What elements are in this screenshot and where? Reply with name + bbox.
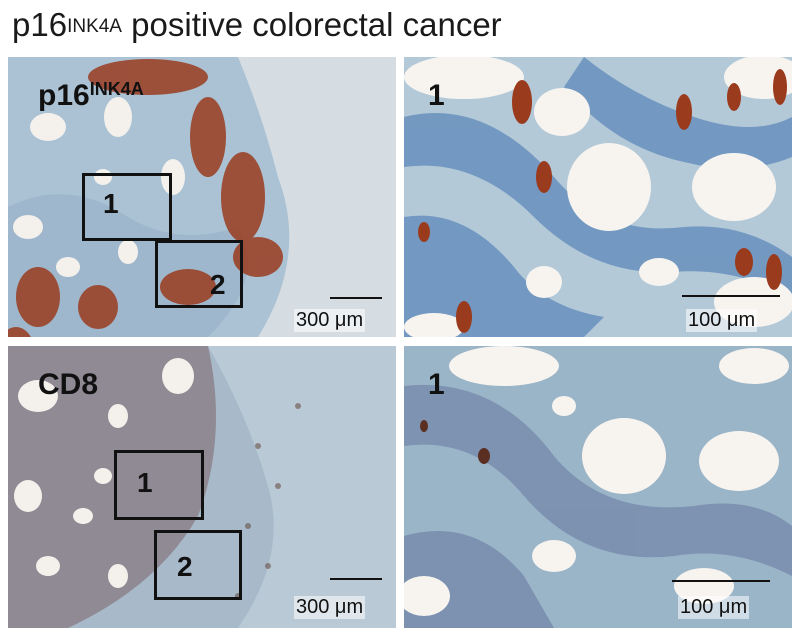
- scale-bar: [672, 580, 770, 582]
- panel-cd8-overview: CD8 1 2 300 μm: [8, 346, 396, 628]
- roi-label-1: 1: [103, 188, 119, 219]
- panel-p16-zoom-1: 1 100 μm: [404, 57, 792, 337]
- cd8-overview-image: [8, 346, 396, 628]
- roi-box-1: 1: [114, 450, 204, 520]
- scale-label: 100 μm: [686, 309, 758, 332]
- roi-label-1: 1: [137, 467, 153, 498]
- scale-label: 300 μm: [294, 596, 366, 619]
- panel-label-cd8: CD8: [38, 368, 99, 401]
- p16-overview-image: [8, 57, 396, 337]
- scale-bar: [330, 578, 382, 580]
- panel-label-p16: p16INK4A: [38, 79, 144, 112]
- panel-cd8-zoom-1: 1 100 μm: [404, 346, 792, 628]
- panel-label-zoom-1: 1: [428, 368, 445, 401]
- scale-label: 100 μm: [678, 596, 750, 619]
- p16-zoom-image: [404, 57, 792, 337]
- roi-box-1: 1: [82, 173, 172, 241]
- cd8-zoom-image: [404, 346, 792, 628]
- roi-box-2: 2: [155, 240, 243, 308]
- scale-label: 300 μm: [294, 309, 366, 332]
- panel-p16-overview: p16INK4A 1 2 300 μm: [8, 57, 396, 337]
- scale-bar: [330, 297, 382, 299]
- figure-title: p16INK4A positive colorectal cancer: [12, 6, 502, 43]
- scale-bar: [682, 295, 780, 297]
- panel-label-zoom-1: 1: [428, 79, 445, 112]
- roi-label-2: 2: [177, 551, 193, 582]
- roi-label-2: 2: [210, 269, 226, 300]
- roi-box-2: 2: [154, 530, 242, 600]
